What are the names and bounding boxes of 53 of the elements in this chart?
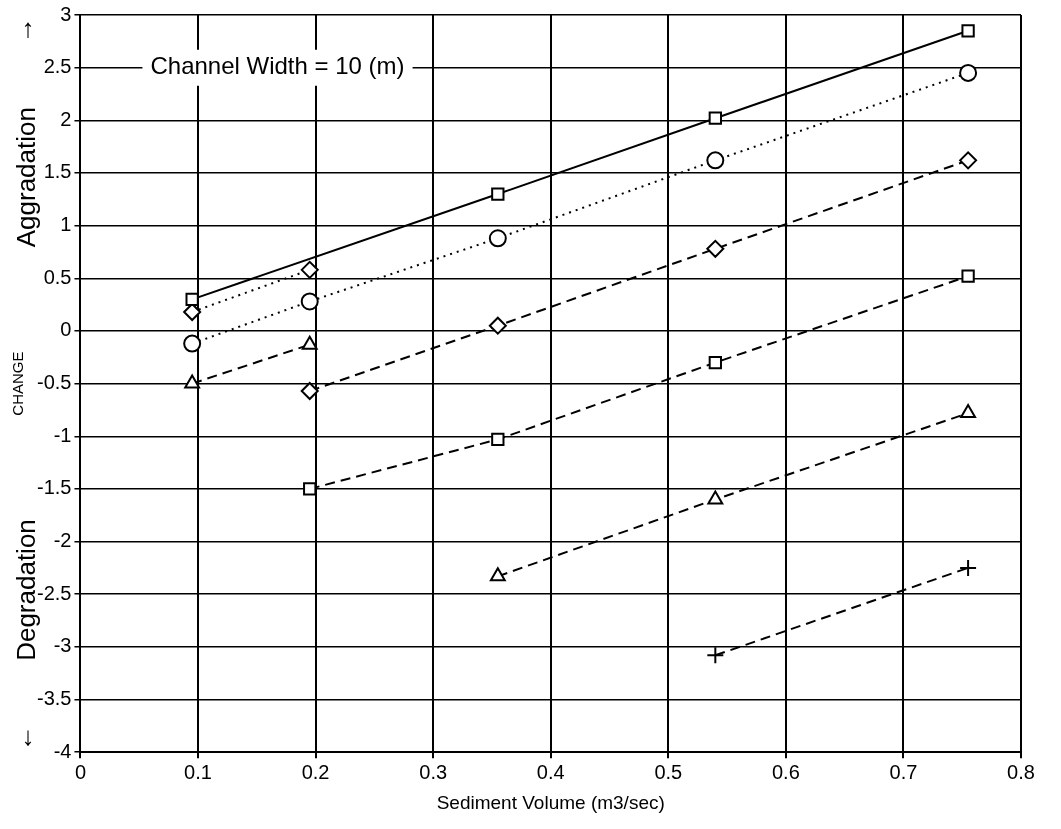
x-tick-label: 0.8 [1007,760,1035,783]
point [960,404,977,419]
point [489,567,506,582]
x-tick-label: 0.5 [654,760,683,783]
point [959,558,978,577]
point [303,482,317,496]
point [708,111,722,125]
x-tick-label: 0.1 [184,760,212,783]
point [491,432,505,447]
x-axis-title: Sediment Volume (m3/sec) [436,791,665,813]
x-tick-label: 0.7 [889,760,918,783]
point [488,229,507,248]
point [300,381,319,400]
y-tick-label: -3.5 [36,687,72,710]
point [707,490,724,505]
point [959,151,978,170]
y-tick-label: -3 [53,634,72,657]
text: Aggradation [11,107,42,248]
point [708,355,722,370]
x-tick-label: 0 [74,760,87,783]
y-tick-label: 0 [60,318,72,341]
y-tick-label: -1 [53,423,72,446]
point [491,187,505,201]
point [706,151,725,170]
point [185,292,199,307]
y-tick-label: 2.5 [43,55,72,78]
text: ↓ [21,720,35,751]
point [961,269,975,283]
y-axis-title: CHANGE [9,351,27,416]
y-tick-label: 0.5 [43,265,72,288]
y-tick-label: -2 [53,529,72,552]
point [488,316,507,335]
point [959,63,978,82]
point [961,24,975,38]
x-tick-label: 0.4 [536,760,565,783]
point [183,334,202,353]
annotation: Channel Width = 10 (m) [150,52,405,80]
y-tick-label: -0.5 [36,371,72,394]
text: ↑ [21,12,35,43]
x-tick-label: 0.3 [419,760,448,783]
y-tick-label: -1.5 [36,476,72,499]
y-tick-label: -2.5 [36,581,72,604]
point [300,292,319,311]
x-tick-label: 0.6 [771,760,800,783]
y-tick-label: 1 [60,213,72,236]
point [300,260,319,279]
point [706,239,725,258]
y-tick-label: 2 [60,107,72,130]
y-tick-label: 1.5 [43,160,72,183]
x-tick-label: 0.2 [301,760,330,783]
y-tick-label: -4 [53,739,72,762]
y-tick-label: 3 [60,2,72,25]
point [706,646,725,665]
